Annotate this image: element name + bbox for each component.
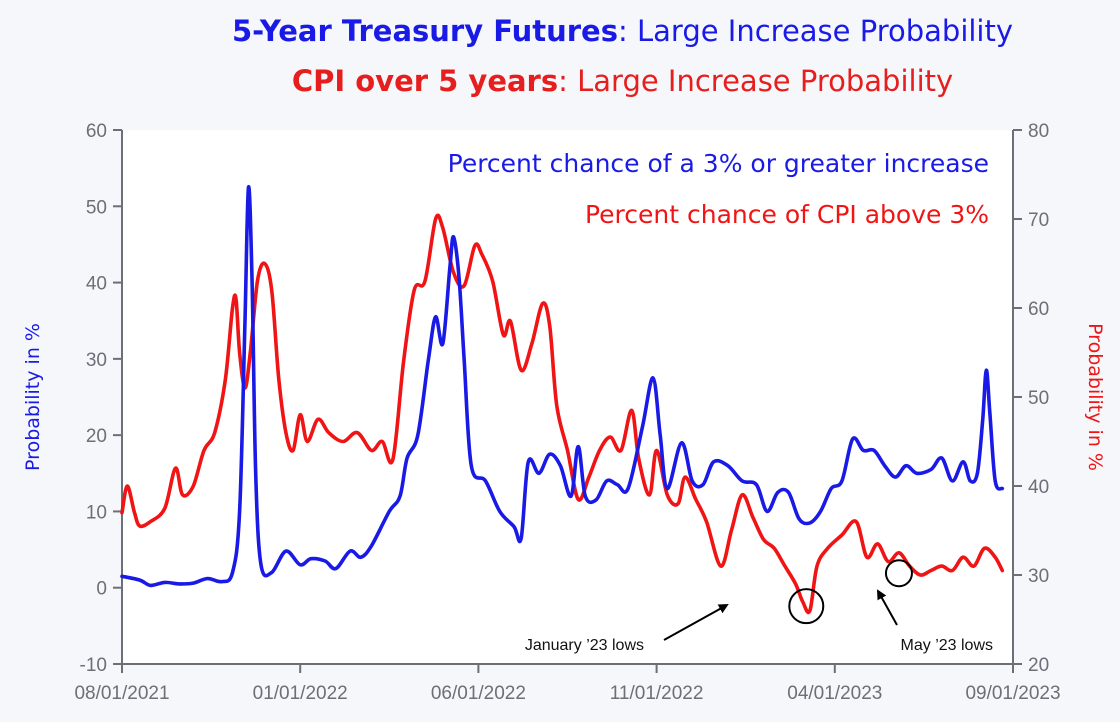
y-right-axis-title: Probability in % [1084, 323, 1106, 471]
january-lows-label: January ’23 lows [525, 637, 644, 654]
legend-entry: Percent chance of CPI above 3% [585, 200, 989, 229]
may-lows-arrow [877, 589, 898, 626]
x-tick-label: 04/01/2023 [787, 683, 882, 704]
may-lows-circle [884, 559, 913, 588]
title-line-2-bold: CPI over 5 years [291, 64, 559, 98]
title-line-2-rest: : Large Increase Probability [558, 64, 954, 98]
y-left-tick-label: 40 [86, 274, 107, 295]
x-tick-label: 11/01/2022 [610, 683, 704, 704]
chart-title-line-2: CPI over 5 years: Large Increase Probabi… [0, 64, 1120, 98]
x-tick-label: 01/01/2022 [253, 683, 348, 704]
series-line-cpi [120, 213, 1005, 615]
y-left-tick-label: 10 [86, 502, 107, 523]
y-right-tick-label: 50 [1028, 388, 1049, 409]
y-right-tick-label: 70 [1028, 210, 1049, 231]
may-lows-label: May ’23 lows [901, 637, 993, 654]
chart-title-line-1: 5-Year Treasury Futures: Large Increase … [0, 14, 1120, 48]
y-left-tick-label: 20 [86, 426, 107, 447]
y-left-tick-label: 50 [86, 197, 107, 218]
y-right-tick-label: 30 [1028, 566, 1049, 587]
y-left-tick-label: 60 [86, 121, 107, 142]
y-left-tick-label: 30 [86, 350, 107, 371]
y-right-tick-label: 20 [1028, 655, 1049, 676]
y-right-tick-label: 80 [1028, 121, 1049, 142]
x-tick-label: 09/01/2023 [965, 683, 1060, 704]
y-left-axis-title: Probability in % [22, 323, 44, 471]
legend: Percent chance of a 3% or greater increa… [448, 149, 989, 229]
y-right-tick-label: 60 [1028, 299, 1049, 320]
title-line-1-rest: : Large Increase Probability [617, 14, 1014, 48]
january-lows-arrow [663, 604, 729, 641]
y-left-tick-label: -10 [80, 655, 107, 676]
x-tick-label: 06/01/2022 [431, 683, 526, 704]
january-lows-circle [788, 588, 825, 625]
series-layer [120, 185, 1005, 615]
x-tick-label: 08/01/2021 [74, 683, 169, 704]
series-line-treasury-futures [120, 185, 1005, 588]
y-right-tick-label: 40 [1028, 477, 1049, 498]
annotations: January ’23 lows May ’23 lows [525, 559, 993, 654]
y-left-tick-label: 0 [96, 579, 107, 600]
title-line-1-bold: 5-Year Treasury Futures [231, 14, 618, 48]
legend-entry: Percent chance of a 3% or greater increa… [448, 149, 989, 178]
